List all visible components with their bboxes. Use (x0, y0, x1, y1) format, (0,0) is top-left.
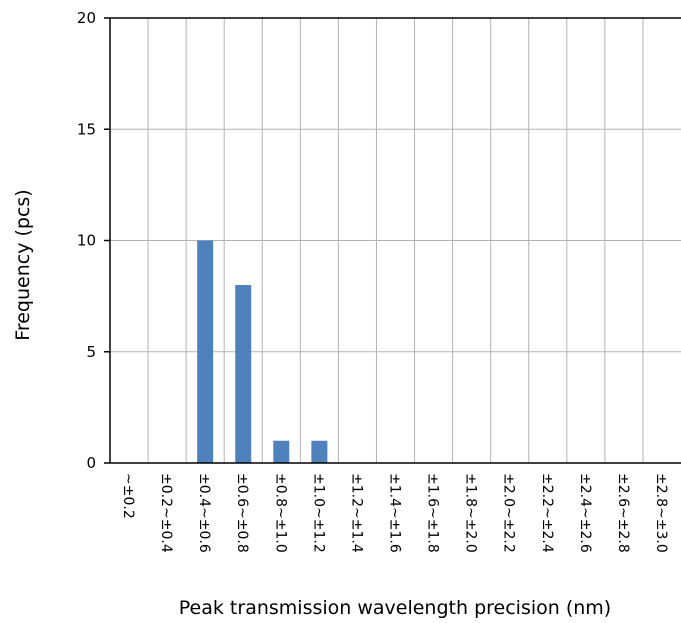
y-tick-labels: 0 5 10 15 20 (77, 9, 96, 472)
x-tick-label: ±0.6~±0.8 (234, 473, 250, 553)
y-tick-label: 20 (77, 9, 96, 27)
y-tick-label: 5 (86, 343, 96, 361)
x-tick-label: ±2.6~±2.8 (615, 473, 631, 553)
bars (197, 240, 328, 463)
bar (197, 240, 214, 463)
x-tick-label: ±2.2~±2.4 (539, 473, 555, 553)
y-tick-label: 15 (77, 120, 96, 138)
x-tick-label: ±0.4~±0.6 (196, 473, 212, 553)
gridlines (110, 17, 681, 464)
x-tick-label: ~±0.2 (120, 473, 136, 519)
axes (104, 17, 681, 464)
x-tick-label: ±0.8~±1.0 (272, 473, 288, 553)
x-tick-label: ±2.8~±3.0 (653, 473, 669, 553)
x-tick-label: ±2.4~±2.6 (577, 473, 593, 553)
bar (311, 440, 328, 463)
x-tick-label: ±1.4~±1.6 (387, 473, 403, 553)
y-axis-title: Frequency (pcs) (12, 189, 34, 340)
x-axis-title: Peak transmission wavelength precision (… (179, 597, 611, 619)
x-tick-label: ±2.0~±2.2 (501, 473, 517, 553)
x-tick-label: ±1.6~±1.8 (425, 473, 441, 553)
y-tick-label: 10 (77, 232, 96, 250)
bar (273, 440, 290, 463)
y-tick-label: 0 (86, 454, 96, 472)
x-tick-label: ±1.0~±1.2 (310, 473, 326, 553)
x-tick-label: ±1.2~±1.4 (348, 473, 364, 553)
x-tick-label: ±1.8~±2.0 (463, 473, 479, 553)
bar (235, 285, 252, 463)
x-tick-labels: ~±0.2 ±0.2~±0.4 ±0.4~±0.6 ±0.6~±0.8 ±0.8~±1.… (120, 473, 669, 553)
x-tick-label: ±0.2~±0.4 (158, 473, 174, 553)
